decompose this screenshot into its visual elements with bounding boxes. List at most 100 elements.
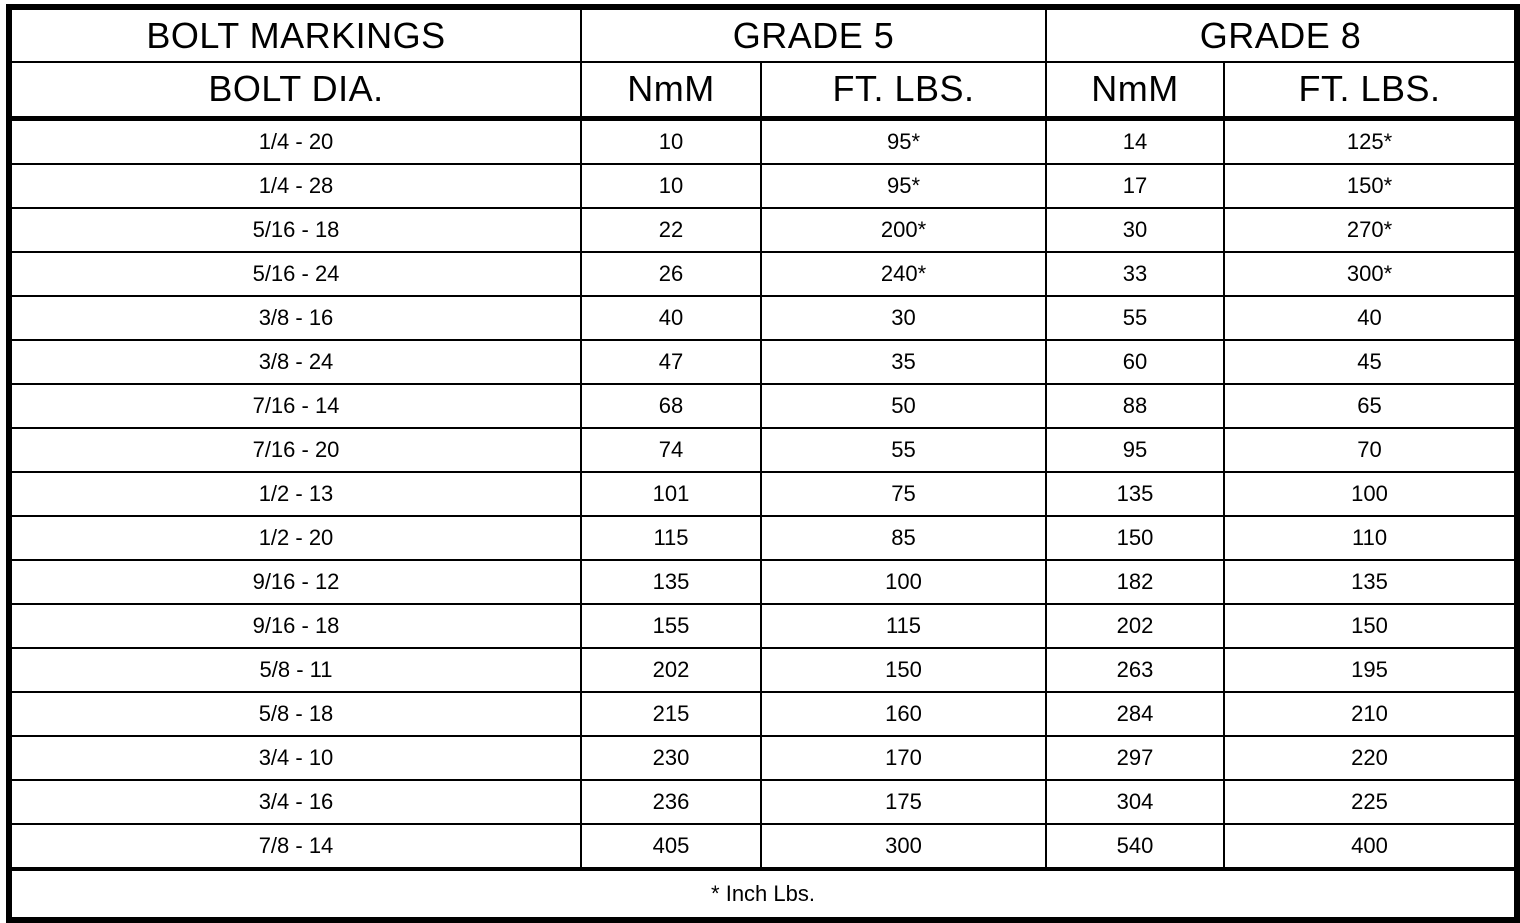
cell-grade5-ftlbs: 95*	[759, 162, 1048, 209]
cell-grade5-nm: 405	[580, 822, 762, 871]
table-row: 7/16 - 14 68 50 88 65	[8, 382, 1519, 429]
cell-grade8-nm: 304	[1045, 778, 1226, 825]
cell-grade8-nm: 297	[1045, 734, 1226, 781]
table-row: 7/8 - 14 405 300 540 400	[8, 822, 1519, 871]
header-row-units: BOLT DIA. NmM FT. LBS. NmM FT. LBS.	[8, 61, 1519, 121]
cell-grade8-ftlbs: 150	[1223, 602, 1519, 649]
cell-grade8-nm: 540	[1045, 822, 1226, 871]
header-bolt-dia: BOLT DIA.	[8, 61, 582, 121]
cell-grade8-ftlbs: 110	[1223, 514, 1519, 561]
cell-grade5-ftlbs: 95*	[759, 117, 1048, 165]
cell-grade5-ftlbs: 85	[759, 514, 1048, 561]
cell-bolt-dia: 1/2 - 13	[8, 470, 582, 517]
cell-grade8-nm: 30	[1045, 206, 1226, 253]
table-row: 3/4 - 10 230 170 297 220	[8, 734, 1519, 781]
cell-bolt-dia: 3/8 - 24	[8, 338, 582, 385]
cell-grade8-nm: 14	[1045, 117, 1226, 165]
cell-bolt-dia: 7/16 - 20	[8, 426, 582, 473]
cell-grade8-ftlbs: 150*	[1223, 162, 1519, 209]
cell-grade8-ftlbs: 45	[1223, 338, 1519, 385]
cell-grade5-nm: 202	[580, 646, 762, 693]
cell-bolt-dia: 5/16 - 24	[8, 250, 582, 297]
table-row: 3/8 - 16 40 30 55 40	[8, 294, 1519, 341]
cell-grade5-nm: 68	[580, 382, 762, 429]
cell-grade5-ftlbs: 160	[759, 690, 1048, 737]
cell-grade5-ftlbs: 100	[759, 558, 1048, 605]
table-row: 1/4 - 20 10 95* 14 125*	[8, 117, 1519, 165]
cell-grade5-ftlbs: 175	[759, 778, 1048, 825]
cell-grade8-nm: 17	[1045, 162, 1226, 209]
table-header: BOLT MARKINGS GRADE 5 GRADE 8 BOLT DIA. …	[8, 6, 1519, 121]
cell-grade5-nm: 115	[580, 514, 762, 561]
cell-bolt-dia: 7/16 - 14	[8, 382, 582, 429]
cell-bolt-dia: 3/4 - 10	[8, 734, 582, 781]
table-row: 7/16 - 20 74 55 95 70	[8, 426, 1519, 473]
footnote-row: * Inch Lbs.	[7, 866, 1519, 921]
cell-grade5-nm: 10	[580, 117, 762, 165]
header-bolt-markings: BOLT MARKINGS	[8, 6, 582, 63]
cell-grade8-nm: 202	[1045, 602, 1226, 649]
cell-grade5-nm: 215	[580, 690, 762, 737]
table-row: 1/2 - 20 115 85 150 110	[8, 514, 1519, 561]
cell-grade8-nm: 33	[1045, 250, 1226, 297]
table-body: 1/4 - 20 10 95* 14 125* 1/4 - 28 10 95* 17 150* 5/…	[8, 117, 1519, 871]
cell-bolt-dia: 3/4 - 16	[8, 778, 582, 825]
table-row: 9/16 - 18 155 115 202 150	[8, 602, 1519, 649]
cell-grade5-nm: 47	[580, 338, 762, 385]
cell-grade8-nm: 150	[1045, 514, 1226, 561]
cell-grade8-nm: 263	[1045, 646, 1226, 693]
cell-grade8-ftlbs: 100	[1223, 470, 1519, 517]
cell-grade5-ftlbs: 200*	[759, 206, 1048, 253]
cell-grade5-nm: 22	[580, 206, 762, 253]
table-row: 5/16 - 24 26 240* 33 300*	[8, 250, 1519, 297]
header-grade8-ftlbs: FT. LBS.	[1223, 61, 1519, 121]
cell-grade8-nm: 60	[1045, 338, 1226, 385]
cell-bolt-dia: 9/16 - 18	[8, 602, 582, 649]
table-row: 3/4 - 16 236 175 304 225	[8, 778, 1519, 825]
cell-grade8-ftlbs: 300*	[1223, 250, 1519, 297]
cell-grade5-nm: 155	[580, 602, 762, 649]
cell-grade5-ftlbs: 50	[759, 382, 1048, 429]
cell-grade8-ftlbs: 270*	[1223, 206, 1519, 253]
torque-specification-table: BOLT MARKINGS GRADE 5 GRADE 8 BOLT DIA. …	[6, 4, 1520, 923]
cell-grade8-ftlbs: 225	[1223, 778, 1519, 825]
cell-grade5-ftlbs: 150	[759, 646, 1048, 693]
cell-grade5-nm: 135	[580, 558, 762, 605]
table-row: 5/16 - 18 22 200* 30 270*	[8, 206, 1519, 253]
cell-grade8-nm: 55	[1045, 294, 1226, 341]
cell-bolt-dia: 5/16 - 18	[8, 206, 582, 253]
cell-bolt-dia: 9/16 - 12	[8, 558, 582, 605]
footnote-text: * Inch Lbs.	[7, 866, 1519, 921]
header-grade-5: GRADE 5	[579, 6, 1048, 63]
cell-grade5-nm: 236	[580, 778, 762, 825]
cell-grade8-ftlbs: 400	[1223, 822, 1519, 871]
cell-bolt-dia: 1/2 - 20	[8, 514, 582, 561]
cell-grade5-nm: 40	[580, 294, 762, 341]
cell-grade8-nm: 182	[1045, 558, 1226, 605]
cell-grade8-nm: 135	[1045, 470, 1226, 517]
table-row: 5/8 - 18 215 160 284 210	[8, 690, 1519, 737]
cell-grade8-ftlbs: 65	[1223, 382, 1519, 429]
cell-grade8-nm: 284	[1045, 690, 1226, 737]
cell-grade8-nm: 88	[1045, 382, 1226, 429]
cell-bolt-dia: 1/4 - 20	[8, 117, 582, 165]
cell-bolt-dia: 1/4 - 28	[8, 162, 582, 209]
bolt-torque-chart: BOLT MARKINGS GRADE 5 GRADE 8 BOLT DIA. …	[6, 4, 1520, 923]
table-row: 5/8 - 11 202 150 263 195	[8, 646, 1519, 693]
cell-grade8-ftlbs: 70	[1223, 426, 1519, 473]
table-row: 9/16 - 12 135 100 182 135	[8, 558, 1519, 605]
cell-grade5-nm: 74	[580, 426, 762, 473]
cell-bolt-dia: 7/8 - 14	[8, 822, 582, 871]
cell-grade8-ftlbs: 195	[1223, 646, 1519, 693]
cell-grade5-ftlbs: 300	[759, 822, 1048, 871]
header-grade5-nm: NmM	[580, 61, 762, 121]
table-row: 3/8 - 24 47 35 60 45	[8, 338, 1519, 385]
cell-grade5-nm: 230	[580, 734, 762, 781]
cell-grade8-ftlbs: 125*	[1223, 117, 1519, 165]
cell-grade5-ftlbs: 35	[759, 338, 1048, 385]
cell-grade8-ftlbs: 135	[1223, 558, 1519, 605]
cell-grade5-ftlbs: 115	[759, 602, 1048, 649]
cell-grade8-ftlbs: 40	[1223, 294, 1519, 341]
cell-bolt-dia: 5/8 - 11	[8, 646, 582, 693]
cell-grade8-ftlbs: 210	[1223, 690, 1519, 737]
